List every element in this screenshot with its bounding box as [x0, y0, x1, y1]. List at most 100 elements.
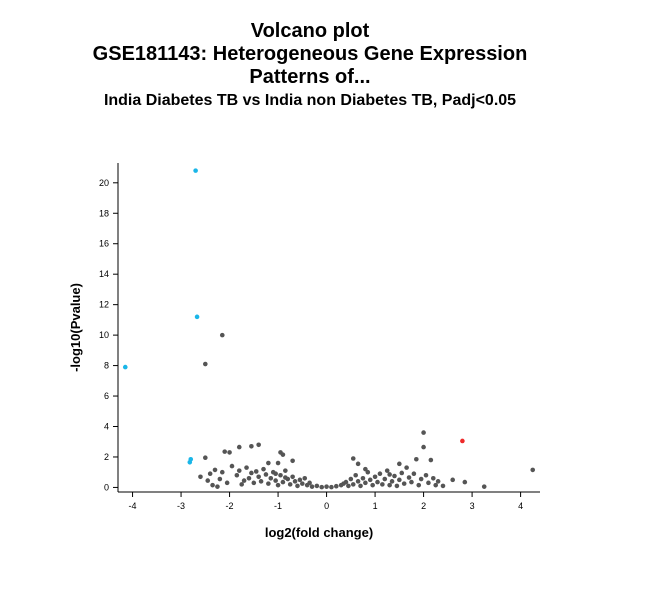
data-point-ns [433, 482, 439, 488]
data-point-ns [358, 483, 363, 489]
data-point-ns [263, 472, 269, 477]
data-point-ns [348, 476, 354, 482]
data-point-ns [280, 452, 286, 457]
data-point-ns [249, 444, 254, 449]
data-point-ns [387, 472, 392, 477]
chart-title-line-3: Patterns of... [249, 66, 371, 88]
data-point-ns [217, 476, 223, 482]
data-point-ns [392, 473, 397, 479]
data-point-ns [280, 479, 286, 485]
data-point-ns [406, 475, 412, 480]
data-point-ns [350, 482, 356, 487]
data-point-ns [302, 475, 308, 481]
data-point-ns [236, 444, 242, 450]
data-point-ns [384, 468, 390, 473]
data-point-ns [440, 483, 446, 489]
data-point-ns [355, 461, 361, 467]
data-point-ns [239, 482, 244, 487]
data-point-down [122, 364, 128, 370]
title-block: Volcano plot GSE181143: Heterogeneous Ge… [0, 20, 620, 111]
data-point-ns [219, 332, 225, 338]
y-tick-label: 14 [99, 269, 109, 279]
data-point-ns [426, 480, 431, 486]
data-point-up [460, 438, 465, 444]
x-tick-label: -4 [129, 501, 137, 511]
data-point-ns [389, 479, 395, 484]
x-tick-label: 4 [518, 501, 523, 511]
data-point-ns [224, 480, 230, 486]
data-point-ns [215, 484, 220, 489]
data-point-ns [207, 471, 213, 477]
data-point-ns [256, 474, 261, 480]
data-point-ns [261, 466, 266, 472]
data-point-down [193, 168, 198, 173]
chart-title-line-2: GSE181143: Heterogeneous Gene Expression [92, 43, 528, 65]
data-point-down [187, 459, 193, 465]
chart-subtitle: India Diabetes TB vs India non Diabetes … [103, 92, 517, 109]
data-point-ns [333, 483, 339, 489]
data-point-ns [397, 477, 402, 483]
x-tick-label: -2 [226, 501, 234, 511]
data-point-ns [266, 481, 271, 486]
data-point-ns [370, 482, 375, 488]
data-point-ns [283, 468, 288, 473]
data-point-ns [350, 456, 356, 461]
data-point-ns [283, 475, 288, 480]
x-tick-label: 2 [421, 501, 426, 511]
data-point-ns [287, 482, 293, 487]
data-point-ns [367, 477, 373, 483]
data-point-ns [222, 449, 228, 454]
data-point-ns [307, 480, 312, 486]
data-point-ns [234, 472, 240, 478]
data-point-ns [363, 480, 368, 486]
data-point-ns [462, 479, 468, 485]
data-point-ns [290, 474, 295, 480]
data-point-ns [355, 479, 361, 484]
data-point-ns [382, 476, 388, 482]
y-tick-label: 2 [104, 452, 109, 462]
y-axis-label: -log10(Pvalue) [68, 283, 83, 372]
data-point-ns [275, 482, 281, 488]
data-point-ns [300, 481, 305, 486]
x-tick-label: 0 [324, 501, 329, 511]
data-point-ns [290, 458, 295, 464]
y-tick-label: 12 [99, 300, 109, 310]
data-point-ns [324, 484, 329, 489]
x-tick-label: -3 [177, 501, 185, 511]
data-point-ns [372, 474, 378, 480]
data-point-ns [375, 479, 380, 485]
data-point-ns [251, 480, 257, 486]
y-tick-label: 18 [99, 208, 109, 218]
data-point-ns [435, 479, 441, 484]
data-point-ns [387, 482, 392, 488]
data-point-ns [309, 484, 315, 489]
y-tick-label: 16 [99, 239, 109, 249]
data-point-ns [418, 476, 424, 482]
data-point-ns [360, 475, 366, 481]
data-point-ns [210, 482, 215, 488]
data-point-ns [198, 474, 203, 480]
data-point-ns [249, 470, 254, 476]
data-points [122, 168, 536, 490]
data-point-ns [423, 472, 429, 478]
data-point-ns [399, 470, 405, 476]
data-point-ns [212, 467, 218, 473]
data-point-down [194, 314, 200, 320]
y-tick-label: 10 [99, 330, 109, 340]
data-point-ns [229, 463, 235, 469]
data-point-ns [409, 479, 414, 485]
data-point-ns [341, 481, 346, 486]
data-point-ns [397, 461, 402, 467]
data-point-ns [219, 469, 225, 475]
data-point-ns [377, 471, 383, 477]
data-point-ns [416, 482, 422, 488]
data-point-ns [258, 479, 264, 484]
data-point-ns [266, 460, 271, 466]
data-point-ns [421, 444, 426, 450]
y-tick-label: 8 [104, 361, 109, 371]
x-tick-label: -1 [274, 501, 282, 511]
x-axis-label: log2(fold change) [265, 525, 373, 540]
data-point-ns [236, 468, 242, 473]
